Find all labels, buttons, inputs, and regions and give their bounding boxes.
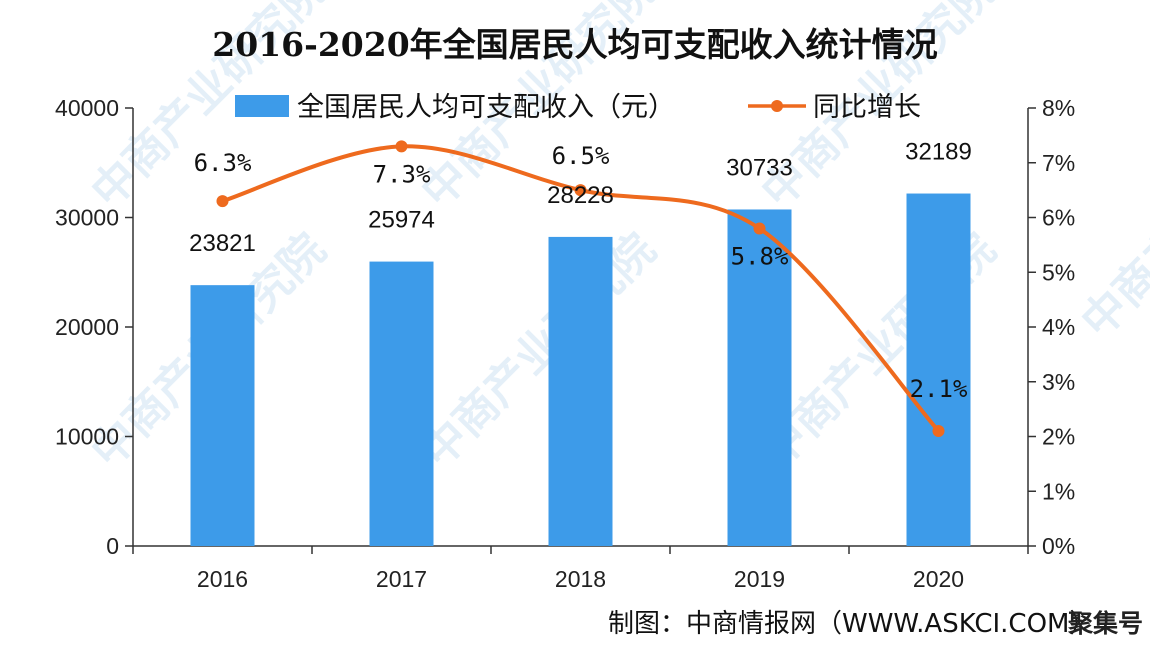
growth-point-2018 [574,184,587,197]
y-right-tick-label: 5% [1042,259,1075,285]
chart-title: 2016-2020年全国居民人均可支配收入统计情况 [212,25,937,64]
x-tick-label: 2018 [555,566,606,592]
legend-bar-label: 全国居民人均可支配收入（元） [297,92,675,123]
bar-2017 [369,261,434,546]
bar-2020 [906,193,971,546]
axes: 0 10000 20000 30000 40000 0% 1% 2% 3% 4% 5% 6% 7% 8% 2… [55,95,1075,592]
y-right-tick-label: 4% [1042,314,1075,340]
y-right-tick-label: 2% [1042,424,1075,450]
y-right-tick-label: 8% [1042,95,1075,121]
legend-line-marker [771,100,783,112]
x-tick-label: 2017 [376,566,427,592]
x-tick-label: 2019 [734,566,785,592]
y-right-tick-label: 3% [1042,369,1075,395]
growth-point-2019 [753,222,766,235]
legend: 全国居民人均可支配收入（元） 同比增长 [235,92,921,123]
growth-value-label: 6.5% [552,142,610,170]
bar-value-label: 32189 [905,139,972,166]
bar-value-label: 28228 [547,182,614,209]
bar-value-label: 23821 [189,230,256,257]
growth-value-label: 7.3% [373,160,431,188]
growth-point-2016 [216,195,229,208]
y-left-tick-label: 30000 [55,205,119,231]
growth-value-label: 6.3% [194,149,252,177]
growth-line-path [221,144,940,433]
growth-value-label: 5.8% [731,242,789,270]
watermark-text: 中商产业研究院 [1072,94,1150,348]
y-right-tick-label: 0% [1042,533,1075,559]
y-left-tick-label: 40000 [55,95,119,121]
x-tick-label: 2016 [197,566,248,592]
bar-value-label: 30733 [726,154,793,181]
growth-point-2017 [395,140,408,153]
source-note: 制图：中商情报网（WWW.ASKCI.COM） [608,609,1095,639]
growth-point-2020 [932,425,945,438]
y-left-tick-label: 10000 [55,424,119,450]
bar-2018 [548,236,613,547]
y-right-tick-label: 1% [1042,478,1075,504]
bar-series [190,193,971,547]
y-right-tick-label: 7% [1042,150,1075,176]
legend-line-label: 同比增长 [813,92,921,123]
x-tick-label: 2020 [913,566,964,592]
data-labels: 23821 25974 28228 30733 32189 6.3% 7.3% 6.5% 5.8… [189,139,972,403]
y-right-tick-label: 6% [1042,205,1075,231]
legend-bar-swatch [235,95,289,117]
bar-value-label: 25974 [368,207,435,234]
y-left-tick-label: 0 [106,533,119,559]
bar-2019 [727,209,792,547]
watermark-text: 中商产业研究院 [412,224,666,478]
growth-value-label: 2.1% [910,375,968,403]
corner-mark: 聚集号 [1067,609,1143,638]
y-left-tick-label: 20000 [55,314,119,340]
line-series [216,140,945,438]
bar-2016 [190,285,255,546]
